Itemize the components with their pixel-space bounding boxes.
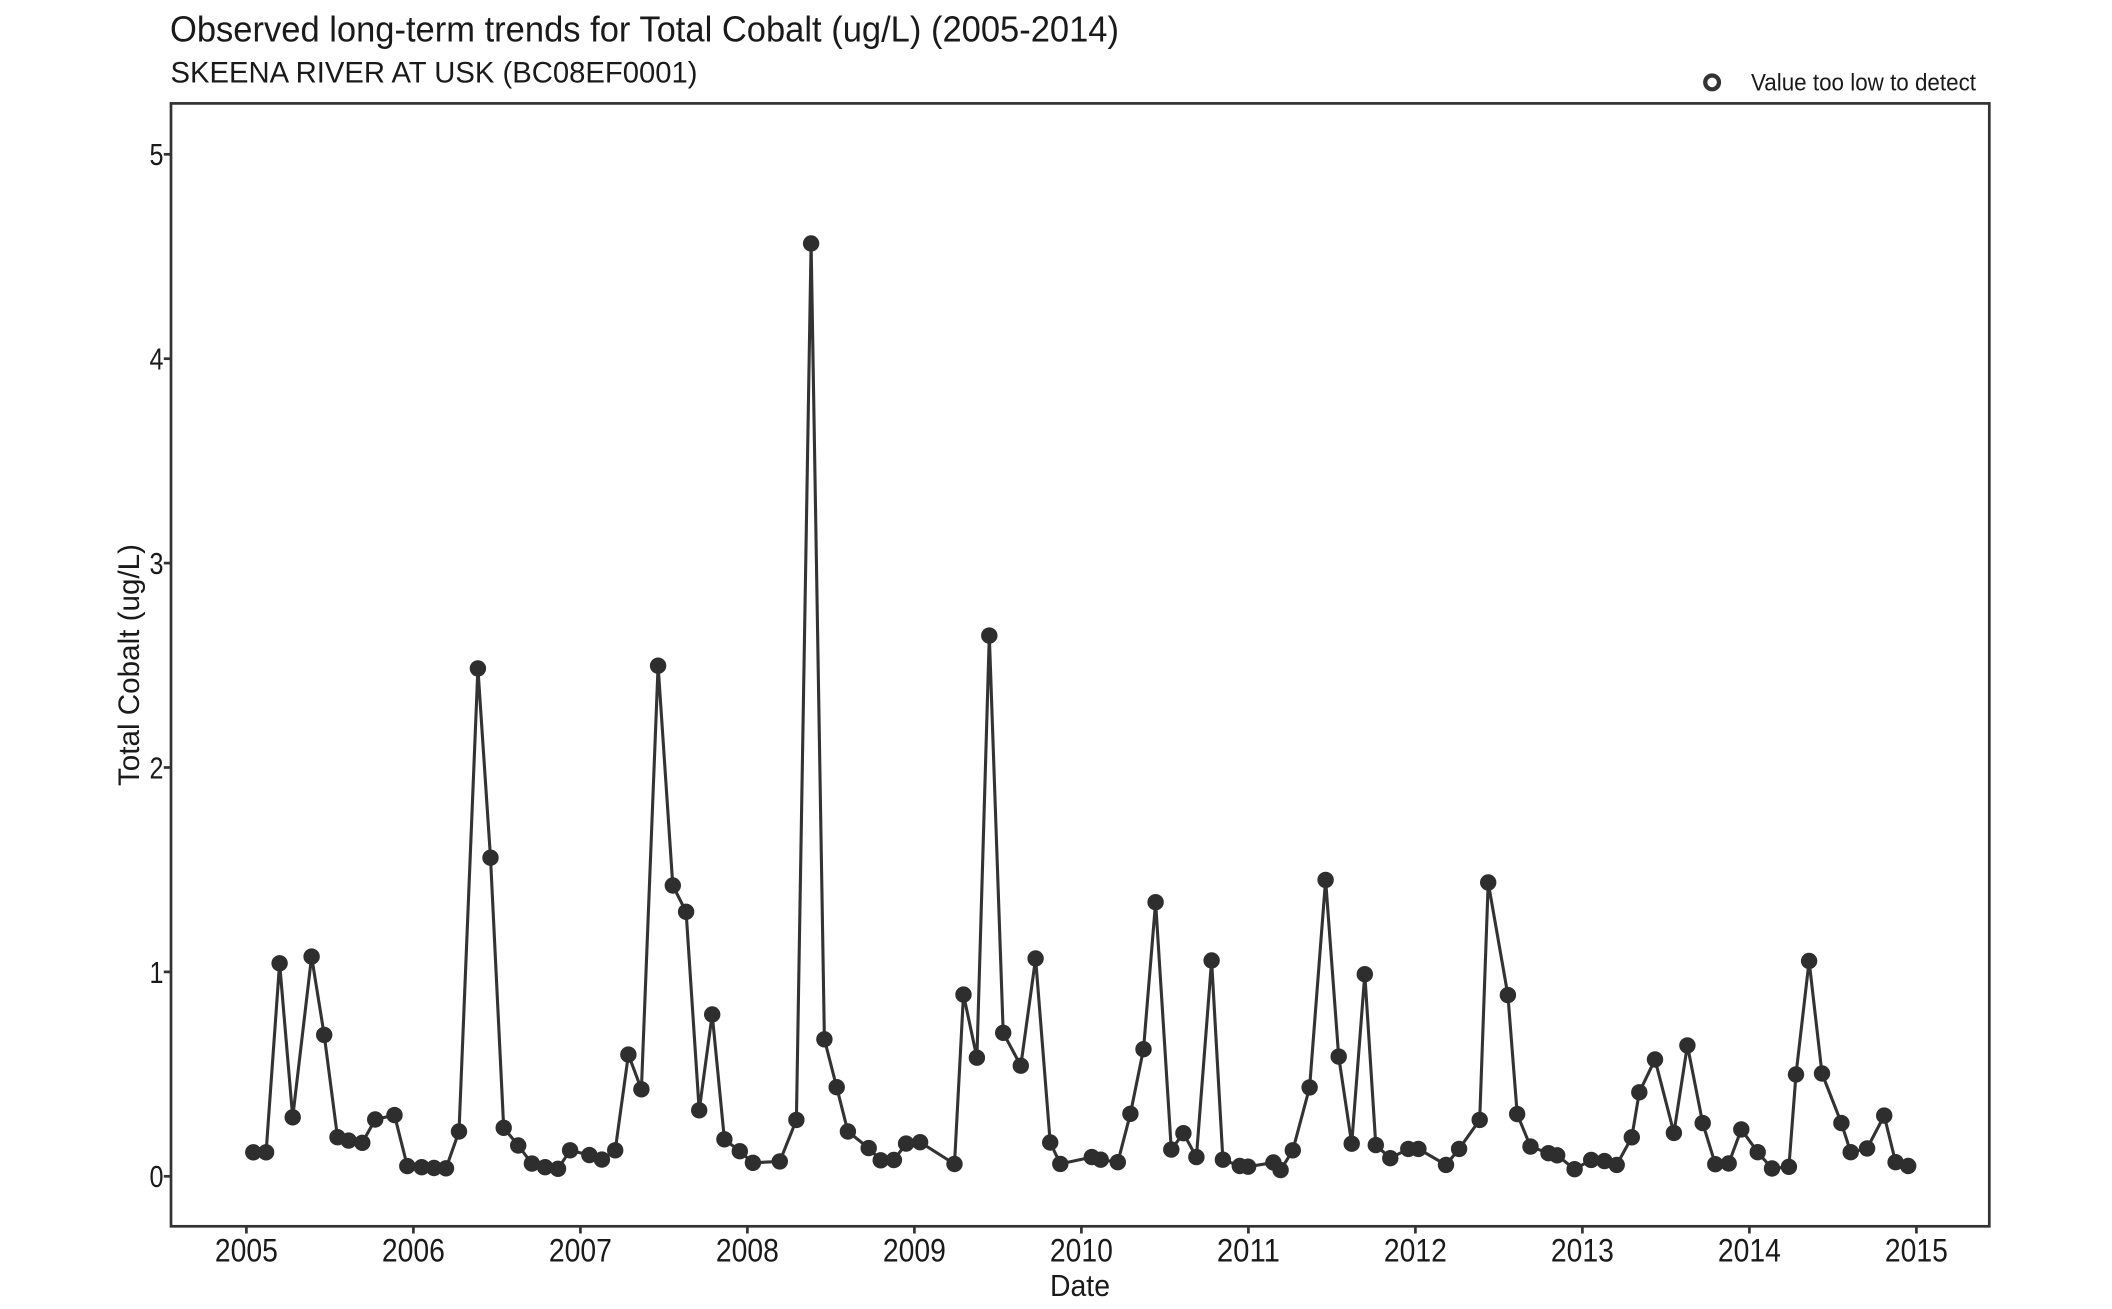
svg-text:Total Cobalt (ug/L): Total Cobalt (ug/L): [113, 544, 146, 786]
svg-text:2012: 2012: [1384, 1233, 1447, 1269]
svg-text:5: 5: [150, 137, 164, 172]
svg-text:3: 3: [150, 546, 164, 581]
svg-text:Date: Date: [1050, 1268, 1110, 1303]
svg-text:Value too low to detect: Value too low to detect: [1751, 69, 1976, 96]
svg-text:2008: 2008: [716, 1233, 779, 1269]
svg-text:SKEENA RIVER AT USK (BC08EF000: SKEENA RIVER AT USK (BC08EF0001): [171, 56, 698, 89]
svg-text:2007: 2007: [549, 1233, 612, 1269]
svg-text:2015: 2015: [1885, 1233, 1948, 1269]
svg-text:2010: 2010: [1050, 1233, 1113, 1269]
svg-text:2005: 2005: [215, 1233, 278, 1269]
svg-text:2014: 2014: [1718, 1233, 1781, 1269]
svg-text:Observed long-term trends for: Observed long-term trends for Total Coba…: [170, 9, 1119, 50]
svg-text:4: 4: [150, 342, 164, 377]
svg-text:1: 1: [150, 955, 164, 990]
svg-text:2011: 2011: [1217, 1233, 1280, 1269]
svg-text:2009: 2009: [883, 1233, 946, 1269]
svg-text:2: 2: [150, 750, 164, 785]
svg-text:2013: 2013: [1551, 1233, 1614, 1269]
svg-text:0: 0: [150, 1159, 164, 1194]
svg-text:2006: 2006: [382, 1233, 445, 1269]
